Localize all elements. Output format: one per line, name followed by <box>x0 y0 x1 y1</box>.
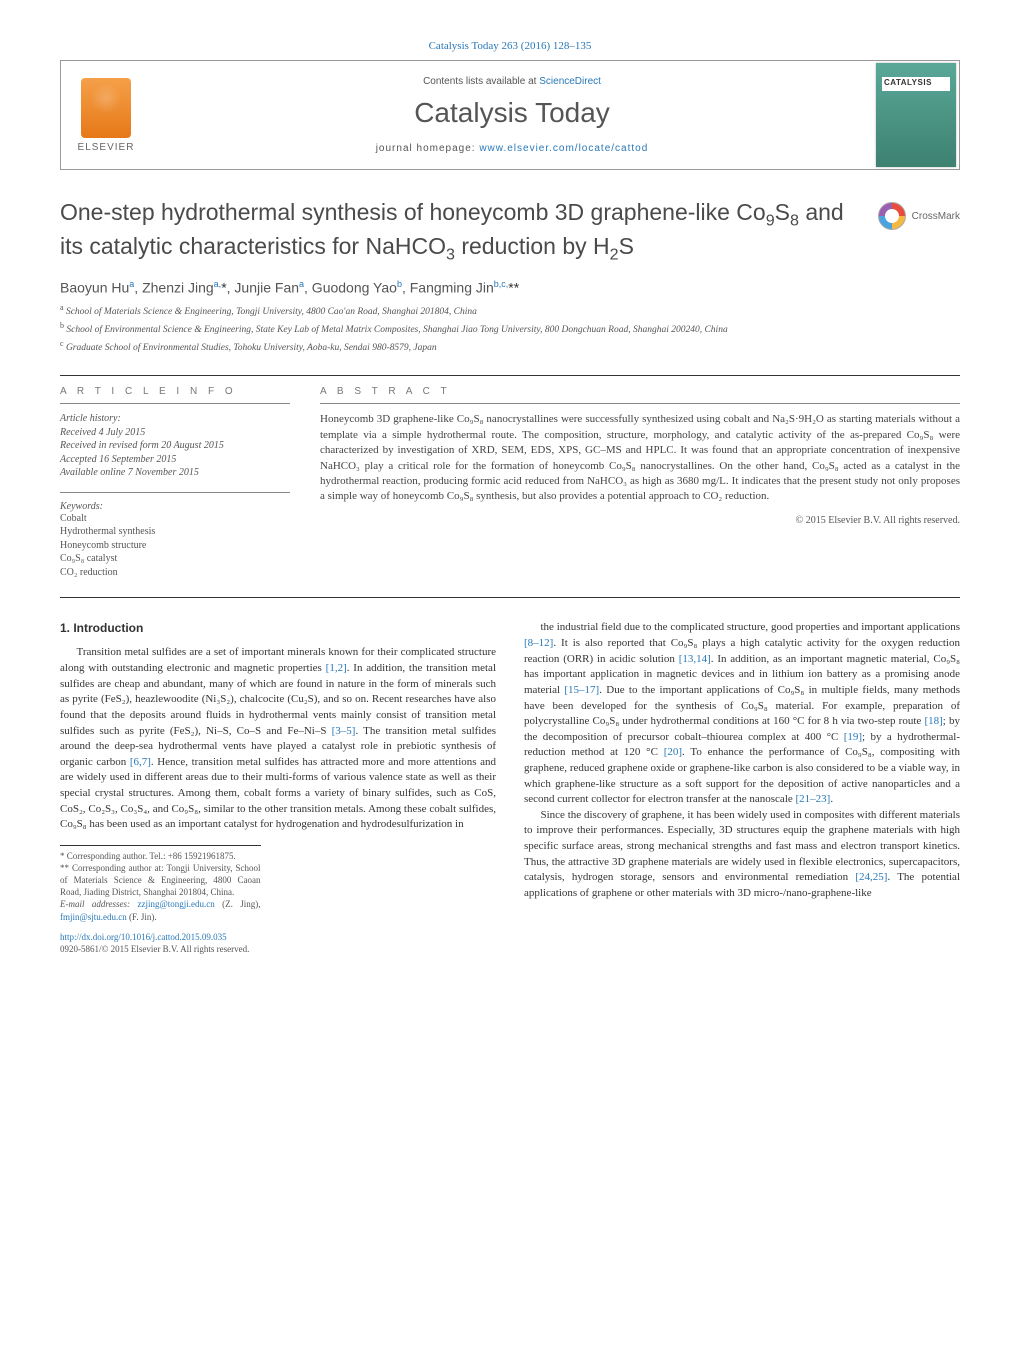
body-paragraph: the industrial field due to the complica… <box>524 620 960 807</box>
email-who: (Z. Jing), <box>215 899 261 909</box>
contents-available-line: Contents lists available at ScienceDirec… <box>151 76 873 87</box>
footnote-line: * Corresponding author. Tel.: +86 159219… <box>60 850 261 862</box>
keyword-item: Hydrothermal synthesis <box>60 525 290 539</box>
journal-name: Catalysis Today <box>151 97 873 129</box>
article-title: One-step hydrothermal synthesis of honey… <box>60 198 860 265</box>
crossmark-label: CrossMark <box>912 211 960 222</box>
contents-prefix: Contents lists available at <box>423 76 539 87</box>
keyword-item: CO₂ reduction <box>60 566 290 580</box>
abstract-text: Honeycomb 3D graphene-like Co₉S₈ nanocry… <box>320 412 960 504</box>
citation-line: Catalysis Today 263 (2016) 128–135 <box>60 40 960 52</box>
body-paragraph: Since the discovery of graphene, it has … <box>524 808 960 902</box>
sciencedirect-link[interactable]: ScienceDirect <box>539 76 601 87</box>
body-paragraph: Transition metal sulfides are a set of i… <box>60 645 496 832</box>
article-history: Article history: Received 4 July 2015 Re… <box>60 412 290 480</box>
elsevier-logo: ELSEVIER <box>61 60 151 170</box>
keywords-label: Keywords: <box>60 501 290 512</box>
email-who: (F. Jin). <box>127 912 157 922</box>
homepage-prefix: journal homepage: <box>376 143 480 154</box>
keyword-item: Honeycomb structure <box>60 539 290 553</box>
history-item: Received in revised form 20 August 2015 <box>60 439 290 453</box>
history-item: Accepted 16 September 2015 <box>60 453 290 467</box>
author-list: Baoyun Hua, Zhenzi Jinga,*, Junjie Fana,… <box>60 279 960 296</box>
journal-homepage-line: journal homepage: www.elsevier.com/locat… <box>151 143 873 154</box>
corresponding-footnotes: * Corresponding author. Tel.: +86 159219… <box>60 845 261 955</box>
affiliation-list: a School of Materials Science & Engineer… <box>60 302 960 356</box>
elsevier-tree-icon <box>81 78 131 138</box>
history-item: Received 4 July 2015 <box>60 426 290 440</box>
cover-label: CATALYSIS <box>884 78 932 87</box>
crossmark-badge[interactable]: CrossMark <box>878 202 960 230</box>
abstract-copyright: © 2015 Elsevier B.V. All rights reserved… <box>320 515 960 526</box>
body-columns: 1. Introduction Transition metal sulfide… <box>60 620 960 954</box>
divider <box>60 597 960 598</box>
keyword-item: Co₉S₈ catalyst <box>60 552 290 566</box>
divider <box>60 492 290 493</box>
abstract-head: A B S T R A C T <box>320 386 960 397</box>
section-heading-intro: 1. Introduction <box>60 620 496 637</box>
issn-copyright: 0920-5861/© 2015 Elsevier B.V. All right… <box>60 944 249 954</box>
divider <box>60 375 960 376</box>
journal-homepage-url[interactable]: www.elsevier.com/locate/cattod <box>479 143 648 154</box>
crossmark-icon <box>878 202 906 230</box>
doi-link[interactable]: http://dx.doi.org/10.1016/j.cattod.2015.… <box>60 932 227 942</box>
divider <box>320 403 960 404</box>
footer-bottom: http://dx.doi.org/10.1016/j.cattod.2015.… <box>60 931 261 955</box>
article-info-head: A R T I C L E I N F O <box>60 386 290 397</box>
journal-banner: ELSEVIER Contents lists available at Sci… <box>60 60 960 170</box>
journal-cover-thumbnail: CATALYSIS <box>876 63 956 167</box>
divider <box>60 403 290 404</box>
publisher-name: ELSEVIER <box>78 142 135 153</box>
history-item: Available online 7 November 2015 <box>60 466 290 480</box>
footnote-line: ** Corresponding author at: Tongji Unive… <box>60 862 261 898</box>
keyword-item: Cobalt <box>60 512 290 526</box>
footnote-emails: E-mail addresses: zzjing@tongji.edu.cn (… <box>60 898 261 922</box>
email-link[interactable]: zzjing@tongji.edu.cn <box>137 899 214 909</box>
keywords-block: Keywords: Cobalt Hydrothermal synthesis … <box>60 501 290 580</box>
history-label: Article history: <box>60 412 290 426</box>
email-label: E-mail addresses: <box>60 899 137 909</box>
email-link[interactable]: fmjin@sjtu.edu.cn <box>60 912 127 922</box>
